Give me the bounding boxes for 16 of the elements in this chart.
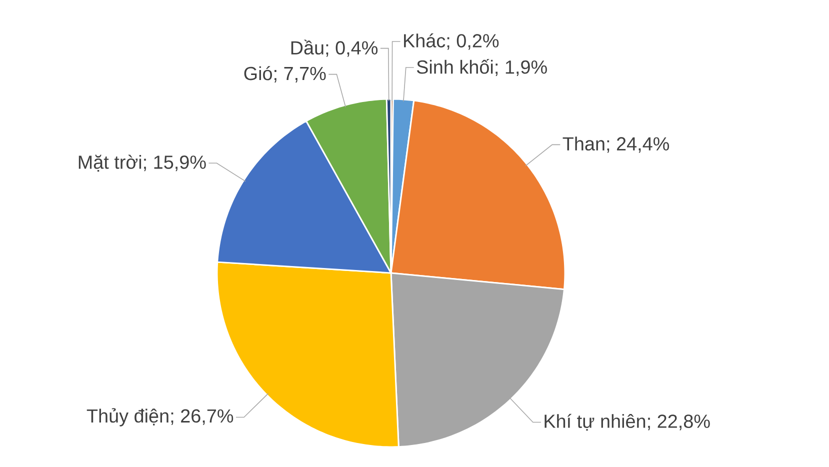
slice-label: Sinh khối — [416, 59, 493, 74]
slice-label: Khác — [404, 33, 446, 48]
data-label: ; 22,8% — [648, 414, 710, 430]
slice-label: Mặt trời — [78, 154, 142, 172]
data-label: ; 1,9% — [496, 60, 547, 76]
data-label: ; 7,7% — [274, 66, 326, 82]
data-label: ; 26,7% — [171, 409, 234, 425]
data-label: ; 0,4% — [326, 41, 378, 57]
slice-label: Gió — [244, 66, 272, 80]
data-label: ; 0,2% — [447, 34, 499, 50]
slice-label: Khí tự nhiên — [544, 414, 646, 431]
data-label: ; 24,4% — [607, 137, 670, 153]
slice-label: Thủy điện — [86, 408, 168, 426]
data-label: ; 15,9% — [144, 155, 206, 172]
slice-label: Dầu — [291, 40, 324, 55]
slice-label: Than — [562, 136, 604, 151]
